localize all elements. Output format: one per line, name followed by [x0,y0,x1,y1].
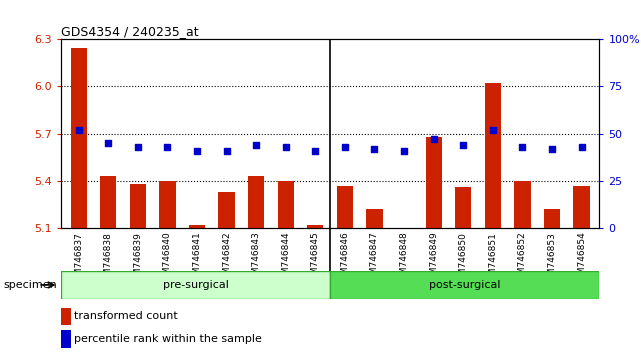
Text: GSM746845: GSM746845 [311,232,320,286]
Text: GSM746838: GSM746838 [104,232,113,287]
Bar [159,181,176,228]
Text: GSM746843: GSM746843 [252,232,261,286]
Bar [367,210,383,228]
Text: GDS4354 / 240235_at: GDS4354 / 240235_at [61,25,199,38]
Bar [61,330,71,348]
Point [369,146,379,152]
Bar [514,181,531,228]
Point [547,146,557,152]
Point [340,144,350,150]
Bar [307,225,324,228]
Point [281,144,291,150]
Point [488,127,498,133]
Text: GSM746837: GSM746837 [74,232,83,287]
Point [458,142,469,148]
Bar [248,176,264,228]
Bar [330,271,599,299]
Text: GSM746848: GSM746848 [399,232,408,286]
Bar [71,48,87,228]
Bar [129,184,146,228]
Bar [574,186,590,228]
Bar [426,137,442,228]
Point [517,144,528,150]
Bar [61,271,330,299]
Text: transformed count: transformed count [74,312,178,321]
Text: GSM746846: GSM746846 [340,232,349,286]
Text: GSM746850: GSM746850 [459,232,468,287]
Point [103,140,113,146]
Text: GSM746854: GSM746854 [577,232,586,286]
Point [74,127,84,133]
Point [310,148,320,154]
Point [429,137,439,142]
Text: post-surgical: post-surgical [429,280,501,290]
Point [192,148,202,154]
Bar [455,187,471,228]
Text: GSM746851: GSM746851 [488,232,497,287]
Text: GSM746853: GSM746853 [547,232,556,287]
Point [221,148,231,154]
Point [251,142,262,148]
Text: GSM746849: GSM746849 [429,232,438,286]
Point [162,144,172,150]
Bar [485,83,501,228]
Text: GSM746847: GSM746847 [370,232,379,286]
Text: GSM746840: GSM746840 [163,232,172,286]
Text: percentile rank within the sample: percentile rank within the sample [74,334,262,344]
Bar [278,181,294,228]
Text: specimen: specimen [3,280,57,290]
Point [576,144,587,150]
Bar [61,308,71,325]
Point [399,148,409,154]
Point [133,144,143,150]
Bar [219,192,235,228]
Bar [337,186,353,228]
Text: pre-surgical: pre-surgical [163,280,228,290]
Bar [544,210,560,228]
Bar [189,225,205,228]
Text: GSM746842: GSM746842 [222,232,231,286]
Text: GSM746852: GSM746852 [518,232,527,286]
Text: GSM746844: GSM746844 [281,232,290,286]
Text: GSM746839: GSM746839 [133,232,142,287]
Text: GSM746841: GSM746841 [192,232,201,286]
Bar [100,176,117,228]
